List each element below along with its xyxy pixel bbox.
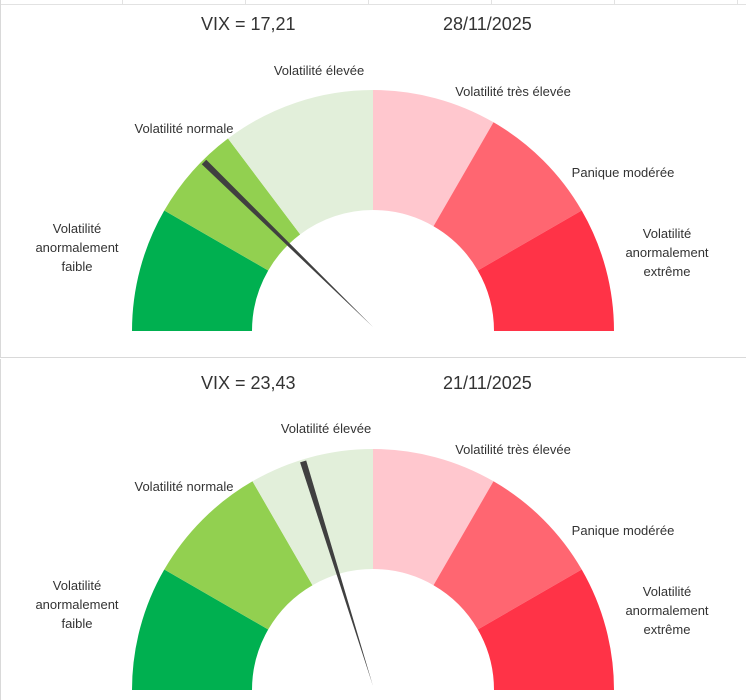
vix-value-label: VIX = 17,21 (201, 14, 296, 34)
gauge-segment-extreme (477, 569, 614, 690)
vix-value-label: VIX = 23,43 (201, 373, 296, 393)
segment-label-extreme: Volatilité anormalement extrême (625, 584, 708, 637)
gauge-segment-extreme (477, 210, 614, 331)
gauge-segment-panic (433, 481, 582, 630)
gauge-chart-1: Volatilité anormalement faible Volatilité n… (35, 63, 709, 331)
segment-label-high: Volatilité élevée (281, 421, 371, 436)
gauge-segment-very_high (373, 90, 494, 227)
segment-label-very_high: Volatilité très élevée (455, 442, 571, 457)
gauge-segment-high (252, 449, 373, 586)
spreadsheet-gridlines (0, 0, 746, 5)
gauge-segment-normal (164, 138, 301, 271)
gauge-segment-very_high (373, 449, 494, 586)
gauge-chart-2: Volatilité anormalement faible Volatilité n… (35, 421, 709, 690)
gauge-segment-low (132, 210, 269, 331)
segment-label-low: Volatilité anormalement faible (35, 578, 118, 631)
segment-label-extreme: Volatilité anormalement extrême (625, 226, 708, 279)
gauge-panel-2: VIX = 23,43 21/11/2025 Volatilité anormal… (0, 359, 746, 700)
segment-label-very_high: Volatilité très élevée (455, 84, 571, 99)
gauge-segment-normal (164, 481, 313, 630)
segment-label-panic: Panique modérée (572, 523, 675, 538)
segment-label-high: Volatilité élevée (274, 63, 364, 78)
gauge-segment-low (132, 569, 269, 690)
gauge-segment-panic (433, 122, 582, 271)
date-label: 28/11/2025 (443, 14, 532, 34)
segment-label-low: Volatilité anormalement faible (35, 221, 118, 274)
gauge-panel-1: VIX = 17,21 28/11/2025 Volatilité anormal… (0, 0, 746, 358)
gauge-needle (201, 159, 373, 327)
gauge-needle (300, 460, 373, 686)
segment-label-panic: Panique modérée (572, 165, 675, 180)
date-label: 21/11/2025 (443, 373, 532, 393)
gauge-segment-high (227, 90, 373, 235)
segment-label-normal: Volatilité normale (135, 479, 234, 494)
segment-label-normal: Volatilité normale (135, 121, 234, 136)
